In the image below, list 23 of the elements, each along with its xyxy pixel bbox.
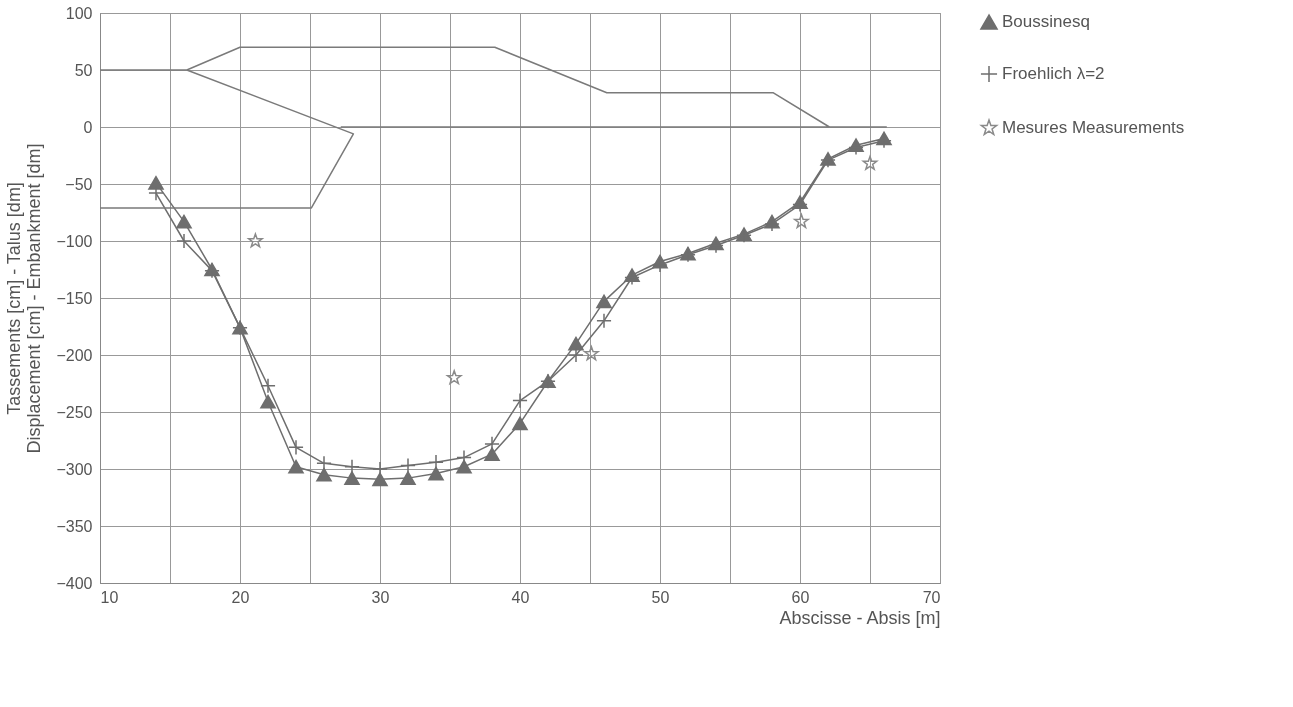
x-tick-label: 70 (922, 588, 941, 606)
legend-label: Froehlich λ=2 (1002, 64, 1105, 83)
y-tick-label: 0 (83, 118, 93, 136)
x-axis-title: Abscisse - Absis [m] (779, 607, 941, 628)
y-tick-label: 100 (65, 4, 93, 22)
y-tick-label: −350 (56, 517, 93, 535)
y-tick-label: −200 (56, 346, 93, 364)
y-tick-label: −250 (56, 403, 93, 421)
x-tick-label: 60 (791, 588, 810, 606)
y-tick-label: −400 (56, 574, 93, 592)
x-tick-label: 40 (511, 588, 530, 606)
y-tick-label: −100 (56, 232, 93, 250)
y-tick-label: −300 (56, 460, 93, 478)
y-axis-title: Tassements [cm] - Talus [dm] Displacement [cm] - Embankment [dm] (4, 143, 45, 454)
x-tick-label: 20 (231, 588, 250, 606)
legend-label: Boussinesq (1002, 12, 1090, 31)
x-tick-label: 10 (100, 588, 119, 606)
y-tick-label: 50 (74, 61, 93, 79)
x-tick-label: 50 (651, 588, 670, 606)
x-tick-label: 30 (371, 588, 390, 606)
y-tick-label: −50 (65, 175, 93, 193)
legend-label: Mesures Measurements (1002, 118, 1185, 137)
y-tick-label: −150 (56, 289, 93, 307)
